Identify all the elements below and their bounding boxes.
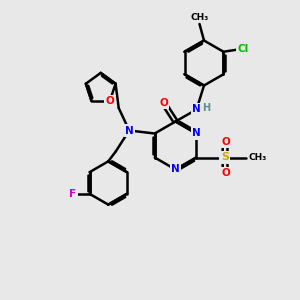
- Text: N: N: [192, 128, 201, 139]
- Text: F: F: [69, 189, 76, 199]
- Text: H: H: [202, 103, 210, 113]
- Text: N: N: [125, 125, 134, 136]
- Text: N: N: [192, 104, 201, 115]
- Text: S: S: [221, 152, 229, 163]
- Text: O: O: [221, 137, 230, 147]
- Text: N: N: [171, 164, 180, 175]
- Text: O: O: [221, 168, 230, 178]
- Text: CH₃: CH₃: [190, 13, 208, 22]
- Text: O: O: [106, 96, 114, 106]
- Text: O: O: [159, 98, 168, 108]
- Text: CH₃: CH₃: [248, 153, 266, 162]
- Text: Cl: Cl: [237, 44, 249, 54]
